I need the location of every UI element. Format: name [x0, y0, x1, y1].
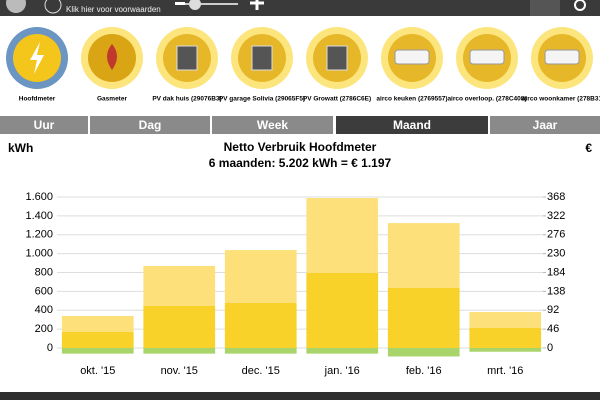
x-tick-label: feb. '16: [406, 365, 442, 377]
y-tick-label: 1.600: [25, 191, 53, 203]
x-tick-label: dec. '15: [242, 365, 280, 377]
y-axis-unit: kWh: [8, 141, 33, 155]
tab-label[interactable]: Week: [257, 118, 288, 132]
slider-knob[interactable]: [189, 0, 201, 10]
solar-panel: [251, 45, 273, 71]
tab-label[interactable]: Dag: [139, 118, 162, 132]
y-tick-label: 200: [35, 323, 53, 335]
bar-segment: [306, 347, 379, 354]
y-tick-label: 1.200: [25, 229, 53, 241]
bar-segment: [387, 223, 460, 288]
flame: [107, 44, 117, 70]
bar-segment: [61, 315, 134, 332]
logo: [6, 0, 26, 13]
plus-button[interactable]: [250, 0, 264, 10]
x-tick-label: mrt. '16: [487, 365, 523, 377]
minus-button[interactable]: [175, 2, 185, 5]
meter-label: Gasmeter: [97, 96, 127, 103]
tab[interactable]: [90, 116, 210, 134]
y2-tick-label: 0: [547, 342, 553, 354]
x-tick-label: jan. '16: [324, 365, 360, 377]
bar-segment: [224, 347, 297, 354]
y2-tick-label: 230: [547, 248, 565, 260]
plot: 0 200 400 600 800 1.000 1.200 1.400 1.600 0 46 92 13…: [25, 191, 565, 377]
y-tick-label: 1.000: [25, 248, 53, 260]
bolt: [30, 42, 44, 74]
meter-label: PV garage Solivia (29065F5): [219, 96, 305, 103]
meter-label: PV Growatt (2786C6E): [303, 96, 371, 103]
tab[interactable]: [336, 116, 488, 134]
tab-label[interactable]: Maand: [393, 118, 431, 132]
bar-segment: [143, 265, 216, 306]
x-tick-label: nov. '15: [161, 365, 198, 377]
y2-axis-unit: €: [585, 141, 592, 155]
export-button[interactable]: [530, 0, 560, 16]
y-tick-label: 1.400: [25, 210, 53, 222]
solar-panel: [326, 45, 348, 71]
bar-segment: [469, 347, 542, 352]
meter-label: airco keuken (2769557): [376, 96, 447, 103]
bar-segment: [469, 327, 542, 348]
meter-label: airco woonkamer (278B31: [522, 96, 600, 103]
y-tick-label: 600: [35, 285, 53, 297]
bar-segment: [306, 198, 379, 273]
bar-segment: [306, 272, 379, 348]
y2-tick-label: 92: [547, 304, 559, 316]
chart-subtitle: 6 maanden: 5.202 kWh = € 1.197: [209, 156, 392, 170]
meter-row: Hoofdmeter Gasmeter PV dak huis (29076B3)P…: [6, 27, 600, 103]
bar-segment: [143, 347, 216, 354]
y2-tick-label: 368: [547, 191, 565, 203]
y-tick-label: 800: [35, 266, 53, 278]
bar-segment: [387, 347, 460, 357]
tab-label[interactable]: Uur: [34, 118, 55, 132]
tab[interactable]: [0, 116, 88, 134]
y-tick-label: 400: [35, 304, 53, 316]
bottom-bar: [0, 392, 600, 400]
x-tick-label: okt. '15: [80, 365, 115, 377]
y2-tick-label: 322: [547, 210, 565, 222]
tab[interactable]: [490, 116, 600, 134]
y2-tick-label: 184: [547, 266, 565, 278]
bar-segment: [61, 331, 134, 348]
y2-tick-label: 46: [547, 323, 559, 335]
bar-segment: [469, 312, 542, 328]
airco-unit: [544, 49, 580, 65]
logo-ring: [44, 0, 62, 14]
bar-segment: [224, 250, 297, 303]
bar-segment: [387, 287, 460, 348]
top-bar: [0, 0, 600, 16]
tab-bar: Uur Dag Week Maand Jaar: [0, 116, 600, 134]
bar-segment: [224, 302, 297, 348]
bar-segment: [61, 347, 134, 354]
terms-link[interactable]: Klik hier voor voorwaarden: [66, 5, 161, 14]
chart-title: Netto Verbruik Hoofdmeter: [224, 140, 377, 154]
tab[interactable]: [212, 116, 333, 134]
bar-segment: [143, 305, 216, 348]
y-tick-label: 0: [47, 342, 53, 354]
meter-label: airco overloop. (278C408): [447, 96, 526, 103]
tab-label[interactable]: Jaar: [533, 118, 558, 132]
y2-tick-label: 276: [547, 229, 565, 241]
solar-panel: [176, 45, 198, 71]
y2-tick-label: 138: [547, 285, 565, 297]
airco-unit: [394, 49, 430, 65]
meter-label: PV dak huis (29076B3): [152, 96, 221, 103]
settings-button[interactable]: [574, 0, 586, 11]
meter-label: Hoofdmeter: [19, 96, 56, 103]
airco-unit: [469, 49, 505, 65]
